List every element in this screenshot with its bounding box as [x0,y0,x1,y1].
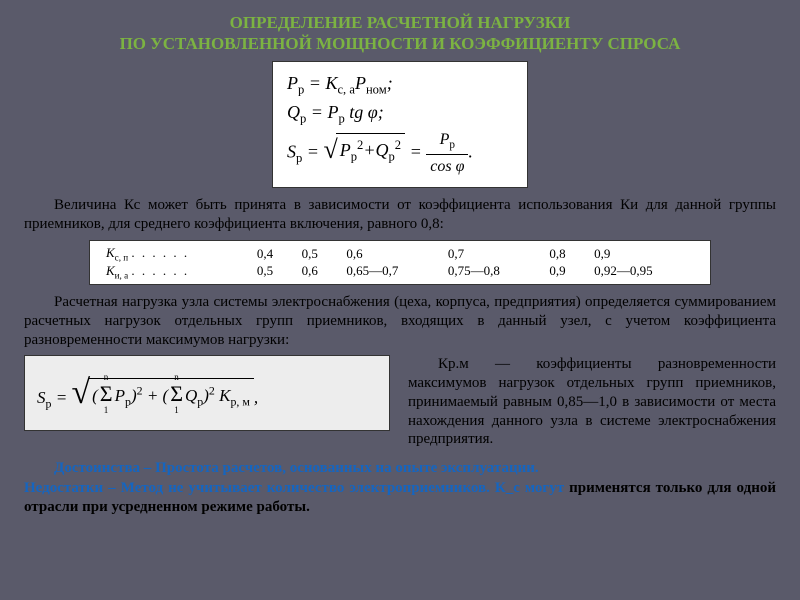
coefficient-table: Kс, п . . . . . . 0,4 0,5 0,6 0,7 0,8 0,… [89,240,711,285]
title-line-1: ОПРЕДЕЛЕНИЕ РАСЧЕТНОЙ НАГРУЗКИ [230,13,571,32]
footer-block: Достоинства – Простота расчетов, основан… [24,459,776,518]
slide-title: ОПРЕДЕЛЕНИЕ РАСЧЕТНОЙ НАГРУЗКИ ПО УСТАНО… [24,12,776,55]
table-row: Kс, п . . . . . . 0,4 0,5 0,6 0,7 0,8 0,… [100,245,700,263]
paragraph-1: Величина Кс может быть принята в зависим… [24,196,776,234]
disadvantages-text-1: Метод не учитывает количество электропри… [121,480,569,496]
formula-line-3: Sр = √Pр2+Qр2 = Pрcos φ. [287,128,513,179]
formula-box-sum: Sр = √ (Σn1Pр)2 + (Σn1Qр)2 Kр, м , [24,355,390,431]
advantages-label: Достоинства – [54,460,155,476]
table-row: Kи, а . . . . . . 0,5 0,6 0,65—0,7 0,75—… [100,263,700,281]
paragraph-3: Кр.м — коэффициенты разновременности мак… [408,355,776,449]
title-line-2: ПО УСТАНОВЛЕННОЙ МОЩНОСТИ И КОЭФФИЦИЕНТУ… [120,34,681,53]
formula-line-2: Qр = Pр tg φ; [287,99,513,128]
formula-line-1: Pр = Kс, аPном; [287,70,513,99]
advantages-text: Простота расчетов, основанных на опыте э… [155,460,539,476]
paragraph-2: Расчетная нагрузка узла системы электрос… [24,293,776,349]
disadvantages-label: Недостатки – [24,480,121,496]
formula-box-main: Pр = Kс, аPном; Qр = Pр tg φ; Sр = √Pр2+… [272,61,528,189]
